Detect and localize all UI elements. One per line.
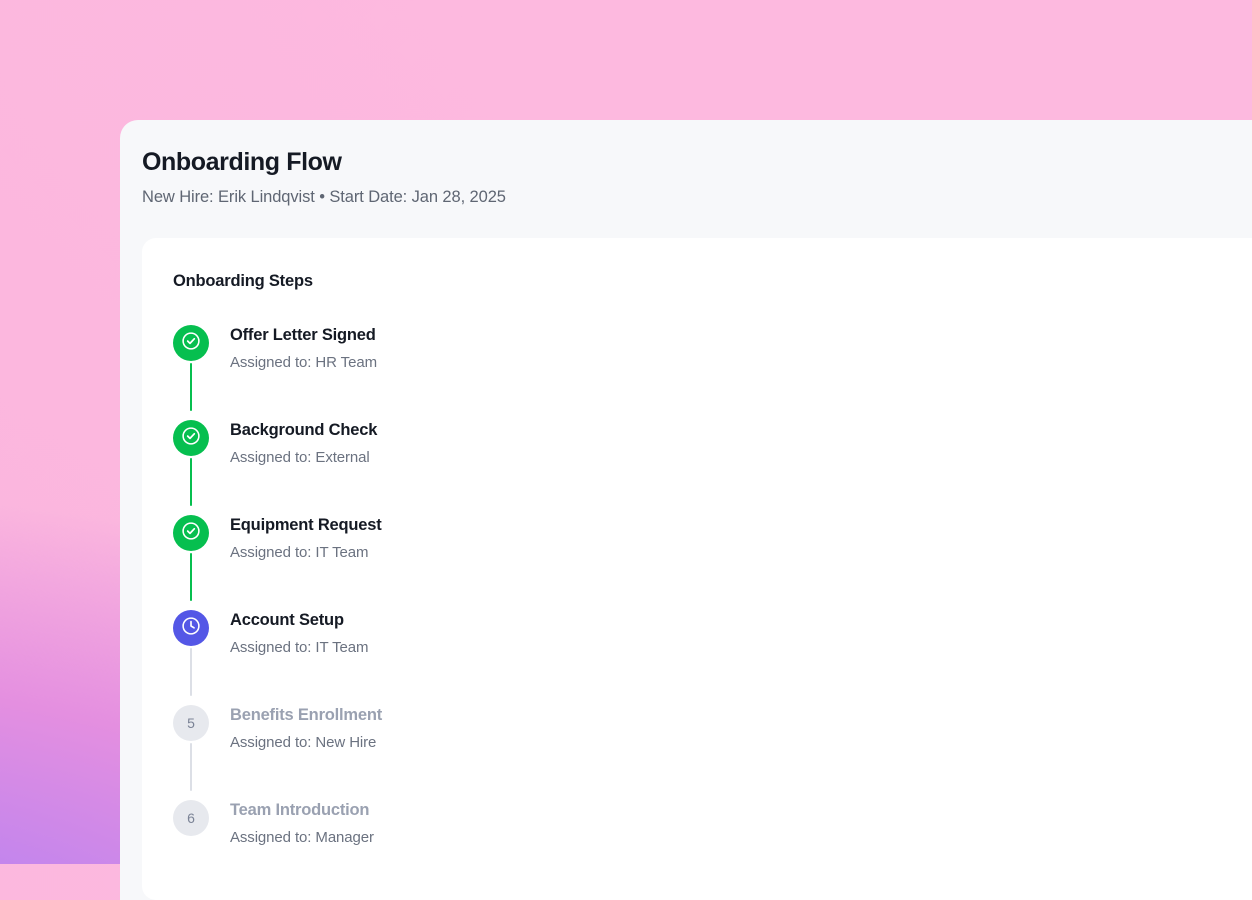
step-marker-column (173, 325, 209, 420)
step-marker-column: 6 (173, 800, 209, 895)
step-marker-column (173, 420, 209, 515)
step-status-marker[interactable] (173, 515, 209, 551)
step-connector-line (190, 648, 192, 696)
step-body: Benefits Enrollment Assigned to: New Hire… (230, 706, 382, 751)
step-number: 6 (187, 810, 195, 826)
step-title: Offer Letter Signed (230, 326, 376, 344)
step-connector-line (190, 363, 192, 411)
step-title: Benefits Enrollment (230, 706, 383, 724)
step-number: 5 (187, 715, 195, 731)
step-marker-column (173, 610, 209, 705)
check-circle-icon (180, 330, 202, 357)
step-title: Background Check (230, 421, 378, 439)
onboarding-flow-card: Onboarding Flow New Hire: Erik Lindqvist… (120, 120, 1252, 900)
check-circle-icon (180, 520, 202, 547)
step-assignee: Assigned to: IT Team (230, 638, 369, 656)
step-assignee: Assigned to: New Hire (230, 733, 377, 751)
step-status-marker[interactable] (173, 610, 209, 646)
step-connector-line (190, 743, 192, 791)
step-marker-column (173, 515, 209, 610)
step-row[interactable]: 5 Benefits Enrollment Assigned to: New Hir… (142, 705, 1252, 800)
step-title: Equipment Request (230, 516, 382, 534)
section-title: Onboarding Steps (173, 272, 313, 290)
onboarding-steps-panel: Onboarding Steps Offer Letter Signed Assi… (142, 238, 1252, 900)
step-title: Team Introduction (230, 801, 370, 819)
step-connector-line (190, 458, 192, 506)
step-assignee: Assigned to: External (230, 448, 370, 466)
page-title: Onboarding Flow (142, 148, 342, 176)
step-assignee: Assigned to: Manager (230, 828, 374, 846)
step-status-marker[interactable]: 5 (173, 705, 209, 741)
page-subtitle: New Hire: Erik Lindqvist • Start Date: J… (142, 187, 506, 206)
card-header: Onboarding Flow New Hire: Erik Lindqvist… (120, 120, 1252, 207)
clock-icon (180, 615, 202, 642)
step-assignee: Assigned to: HR Team (230, 353, 377, 371)
step-assignee: Assigned to: IT Team (230, 543, 369, 561)
check-circle-icon (180, 425, 202, 452)
step-status-marker[interactable] (173, 325, 209, 361)
step-status-marker[interactable] (173, 420, 209, 456)
step-connector-line (190, 553, 192, 601)
step-marker-column: 5 (173, 705, 209, 800)
step-title: Account Setup (230, 611, 344, 629)
step-status-marker[interactable]: 6 (173, 800, 209, 836)
